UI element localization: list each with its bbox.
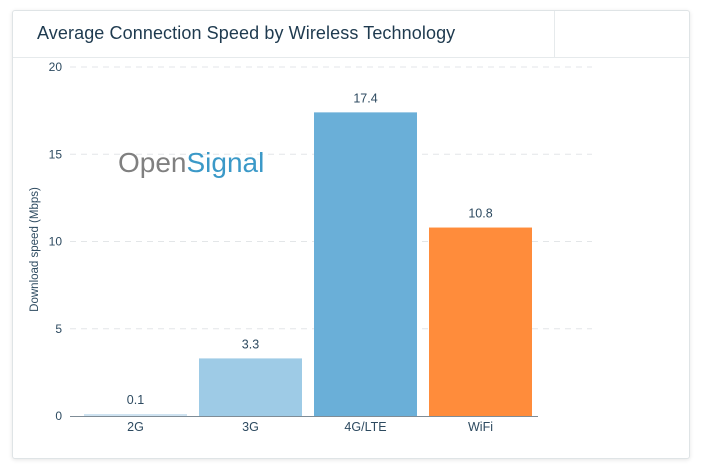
- x-tick-label: 2G: [127, 420, 144, 434]
- value-label: 0.1: [127, 393, 144, 407]
- y-tick-label: 0: [55, 409, 62, 423]
- x-tick-label: WiFi: [468, 420, 493, 434]
- value-label: 3.3: [242, 337, 259, 351]
- bars: [84, 112, 532, 417]
- header-divider: [554, 11, 555, 57]
- bar-wifi: [429, 227, 532, 416]
- bar-4g-lte: [314, 112, 417, 417]
- watermark-open: Open: [118, 147, 187, 178]
- value-label: 17.4: [353, 91, 377, 105]
- y-axis-ticks: 0 5 10 15 20: [49, 60, 63, 423]
- card-header: Average Connection Speed by Wireless Tec…: [13, 11, 689, 58]
- y-axis-label: Download speed (Mbps): [29, 187, 41, 312]
- value-labels: 0.1 3.3 17.4 10.8: [127, 91, 493, 407]
- y-tick-label: 20: [49, 60, 63, 74]
- y-tick-label: 10: [49, 235, 63, 249]
- bar-3g: [199, 358, 302, 416]
- chart-title: Average Connection Speed by Wireless Tec…: [37, 23, 456, 43]
- bar-2g: [84, 414, 187, 416]
- x-axis-ticks: 2G 3G 4G/LTE WiFi: [127, 420, 493, 434]
- y-tick-label: 15: [49, 147, 63, 161]
- x-tick-label: 4G/LTE: [344, 420, 386, 434]
- opensignal-watermark: OpenSignal: [118, 147, 264, 178]
- watermark-signal: Signal: [187, 147, 265, 178]
- y-tick-label: 5: [55, 322, 62, 336]
- value-label: 10.8: [468, 207, 492, 221]
- x-tick-label: 3G: [242, 420, 259, 434]
